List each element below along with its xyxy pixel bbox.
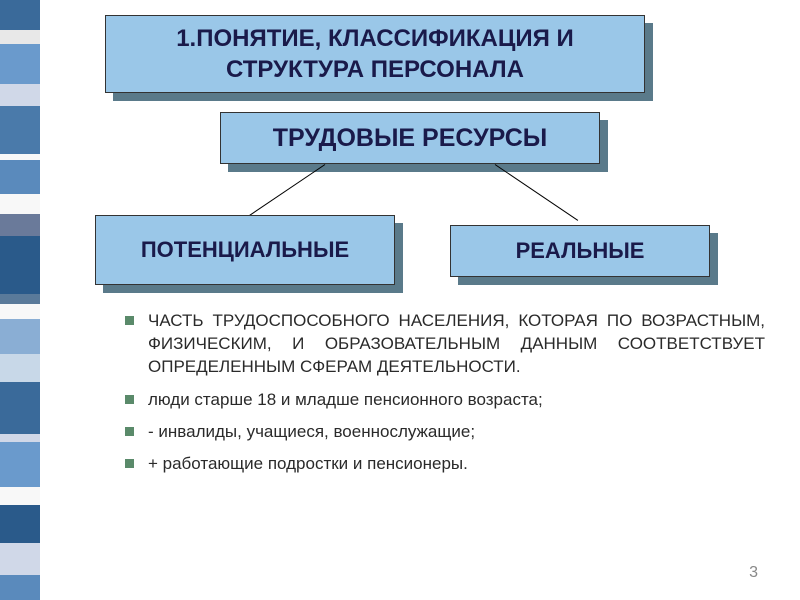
real-box: РЕАЛЬНЫЕ (450, 225, 710, 277)
decorative-stripe (0, 0, 40, 600)
stripe-segment (0, 434, 40, 442)
bullet-text: - инвалиды, учащиеся, военнослужащие; (148, 421, 475, 443)
potential-label: ПОТЕНЦИАЛЬНЫЕ (141, 237, 349, 263)
bullet-list: ЧАСТЬ ТРУДОСПОСОБНОГО НАСЕЛЕНИЯ, КОТОРАЯ… (125, 310, 765, 485)
bullet-marker-icon (125, 427, 134, 436)
bullet-marker-icon (125, 316, 134, 325)
bullet-text: ЧАСТЬ ТРУДОСПОСОБНОГО НАСЕЛЕНИЯ, КОТОРАЯ… (148, 310, 765, 379)
stripe-segment (0, 575, 40, 600)
bullet-item: + работающие подростки и пенсионеры. (125, 453, 765, 475)
bullet-text: люди старше 18 и младше пенсионного возр… (148, 389, 543, 411)
resources-label: ТРУДОВЫЕ РЕСУРСЫ (273, 124, 548, 153)
stripe-segment (0, 30, 40, 44)
stripe-segment (0, 442, 40, 487)
slide-content: 1.ПОНЯТИЕ, КЛАССИФИКАЦИЯ И СТРУКТУРА ПЕР… (50, 0, 790, 600)
stripe-segment (0, 505, 40, 543)
stripe-segment (0, 214, 40, 236)
resources-box: ТРУДОВЫЕ РЕСУРСЫ (220, 112, 600, 164)
potential-box: ПОТЕНЦИАЛЬНЫЕ (95, 215, 395, 285)
stripe-segment (0, 160, 40, 194)
bullet-marker-icon (125, 395, 134, 404)
connector-line (242, 164, 325, 221)
stripe-segment (0, 84, 40, 106)
stripe-segment (0, 106, 40, 154)
stripe-segment (0, 487, 40, 505)
stripe-segment (0, 236, 40, 294)
title-box: 1.ПОНЯТИЕ, КЛАССИФИКАЦИЯ И СТРУКТУРА ПЕР… (105, 15, 645, 93)
bullet-marker-icon (125, 459, 134, 468)
stripe-segment (0, 44, 40, 84)
bullet-item: люди старше 18 и младше пенсионного возр… (125, 389, 765, 411)
stripe-segment (0, 319, 40, 354)
stripe-segment (0, 294, 40, 304)
page-number: 3 (749, 564, 758, 582)
stripe-segment (0, 0, 40, 30)
stripe-segment (0, 382, 40, 434)
bullet-text: + работающие подростки и пенсионеры. (148, 453, 468, 475)
real-label: РЕАЛЬНЫЕ (516, 238, 645, 264)
bullet-item: - инвалиды, учащиеся, военнослужащие; (125, 421, 765, 443)
stripe-segment (0, 543, 40, 575)
stripe-segment (0, 304, 40, 319)
stripe-segment (0, 194, 40, 214)
connector-line (495, 164, 578, 221)
bullet-item: ЧАСТЬ ТРУДОСПОСОБНОГО НАСЕЛЕНИЯ, КОТОРАЯ… (125, 310, 765, 379)
stripe-segment (0, 354, 40, 382)
slide-title: 1.ПОНЯТИЕ, КЛАССИФИКАЦИЯ И СТРУКТУРА ПЕР… (118, 23, 632, 85)
